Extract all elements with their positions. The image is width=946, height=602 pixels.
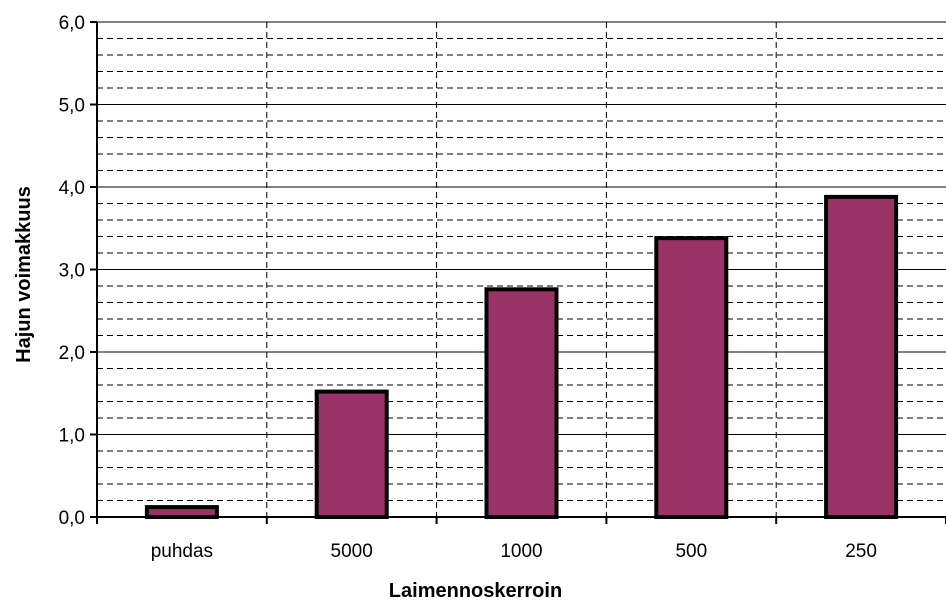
y-tick-label: 1,0 <box>59 426 85 447</box>
category-gridlines <box>266 22 777 517</box>
bar-1000 <box>484 287 559 519</box>
y-axis-title: Hajun voimakkuus <box>13 186 35 363</box>
x-tick-label: puhdas <box>151 541 213 562</box>
x-tick-label: 250 <box>845 541 877 562</box>
y-tick-label: 2,0 <box>59 343 85 364</box>
y-tick-label: 0,0 <box>59 508 85 529</box>
y-tick-label: 4,0 <box>59 178 85 199</box>
bars <box>144 194 899 520</box>
x-tick-labels: puhdas 5000 1000 500 250 <box>151 541 877 562</box>
y-tick-label: 3,0 <box>59 261 85 282</box>
y-tick-label: 5,0 <box>59 96 85 117</box>
bar-500 <box>654 236 729 519</box>
x-tick-label: 1000 <box>500 541 542 562</box>
y-tick-label: 6,0 <box>59 13 85 34</box>
bar-5000 <box>314 389 389 520</box>
x-tick-label: 5000 <box>331 541 373 562</box>
axes <box>90 21 946 524</box>
x-tick-label: 500 <box>675 541 707 562</box>
bar-puhdas <box>144 505 219 520</box>
x-axis-title: Laimennoskerroin <box>389 580 562 602</box>
y-tick-labels: 0,0 1,0 2,0 3,0 4,0 5,0 6,0 <box>59 13 85 529</box>
bar-250 <box>824 194 899 519</box>
